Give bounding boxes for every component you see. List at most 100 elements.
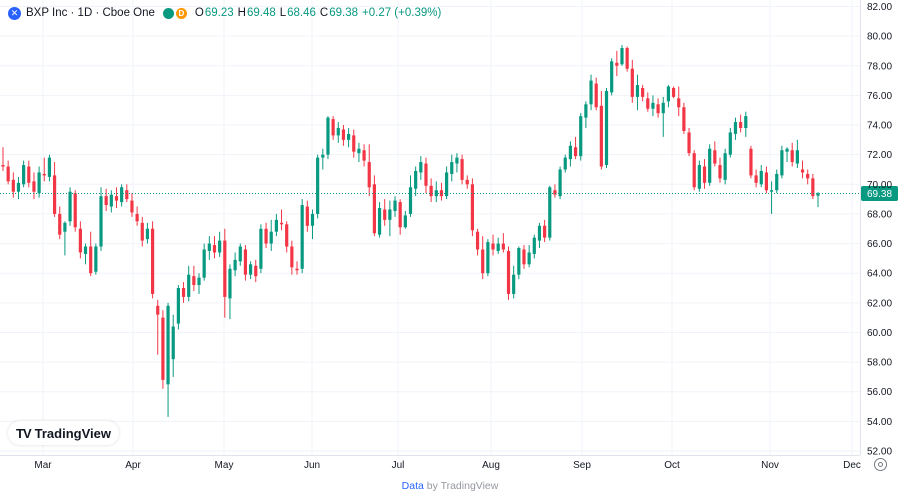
candle [161, 310, 165, 389]
candle-body [682, 107, 686, 131]
last-price-line: 69.38 [0, 185, 898, 201]
candle [290, 240, 294, 275]
candle [78, 221, 82, 259]
candle [316, 154, 320, 219]
price-tick-label: 54.00 [867, 417, 892, 428]
candle [501, 233, 505, 253]
candle-body [218, 240, 222, 253]
x-icon[interactable]: ✕ [8, 6, 21, 20]
grid-lines [0, 0, 860, 455]
delayed-badge: D [175, 7, 187, 19]
settings-icon[interactable] [874, 458, 887, 471]
candle-body [733, 122, 738, 134]
close-label: C [319, 7, 329, 19]
candle-body [517, 248, 521, 275]
candle-body [491, 243, 495, 250]
candle [207, 236, 211, 260]
candle-body [99, 196, 103, 247]
time-axis[interactable]: Mar Apr May Jun Jul Aug Sep Oct Nov Dec [0, 455, 861, 472]
candle [22, 160, 26, 188]
candle [285, 221, 289, 253]
candle-body [47, 157, 52, 177]
time-tick-label: Oct [664, 460, 680, 471]
candle-body [89, 246, 93, 274]
candle [58, 206, 62, 240]
candle-body [661, 102, 665, 114]
candle [558, 166, 562, 200]
candle [641, 85, 645, 102]
price-tick-label: 56.00 [867, 387, 892, 398]
candle [52, 162, 57, 217]
candle [532, 234, 536, 259]
data-link[interactable]: Data [401, 480, 424, 492]
candle [512, 265, 516, 299]
candle [176, 285, 180, 330]
candle-body [202, 249, 206, 278]
candle-body [197, 277, 201, 286]
candle-body [16, 182, 21, 192]
candle-body [429, 185, 433, 197]
candle [785, 147, 789, 163]
candle [527, 245, 531, 268]
candle [1, 147, 5, 171]
time-tick-label: Aug [482, 460, 500, 471]
candle-body [310, 213, 315, 226]
candle [553, 184, 557, 198]
price-tick-label: 60.00 [867, 328, 892, 339]
price-axis[interactable]: 82.00 80.00 78.00 76.00 74.00 72.00 70.00 68.00… [860, 0, 893, 458]
candle [610, 58, 614, 96]
candle-body [532, 237, 536, 254]
candle [584, 101, 588, 128]
candle-body [388, 209, 392, 220]
candle [326, 116, 330, 160]
candle [481, 236, 485, 280]
price-tick-label: 52.00 [867, 447, 892, 458]
candle [42, 157, 46, 182]
candle-body [579, 116, 583, 157]
candle-body [207, 243, 211, 251]
candle [445, 166, 449, 200]
candle [300, 199, 304, 274]
candle-body [383, 209, 387, 220]
candle [269, 219, 273, 251]
candle-body [336, 127, 340, 136]
candle [733, 117, 738, 140]
candle [589, 74, 593, 111]
candle-body [816, 193, 820, 196]
candle [579, 113, 583, 161]
candle [775, 169, 779, 194]
candle-body [243, 249, 248, 275]
candle [450, 154, 454, 182]
price-tick-label: 78.00 [867, 61, 892, 72]
candle [465, 175, 469, 189]
candle [166, 302, 170, 417]
candle-body [300, 205, 304, 269]
price-tick-label: 62.00 [867, 298, 892, 309]
candle-body [150, 228, 155, 294]
candle-body [290, 246, 294, 268]
candle-body [434, 190, 438, 197]
candle-body [83, 246, 88, 254]
candle [372, 175, 376, 237]
candle-body [573, 147, 578, 157]
change-value: +0.27 (+0.39%) [362, 7, 442, 19]
candle [744, 111, 748, 137]
candle [470, 178, 474, 237]
symbol-title[interactable]: BXP Inc · 1D · Cboe One [26, 7, 155, 19]
candle [47, 154, 52, 182]
candle [223, 228, 227, 318]
price-tick-label: 70.00 [867, 180, 892, 191]
price-tick-label: 76.00 [867, 91, 892, 102]
candle [352, 129, 356, 158]
candle-body [481, 249, 485, 274]
candle-body [728, 132, 732, 155]
tradingview-logo[interactable]: TV TradingView [8, 421, 119, 445]
candle-body [537, 225, 542, 241]
candle-body [109, 194, 113, 207]
open-label: O [194, 7, 204, 19]
candle [305, 200, 309, 232]
candle-body [114, 196, 119, 201]
candle [135, 206, 139, 226]
candle-body [615, 62, 619, 66]
